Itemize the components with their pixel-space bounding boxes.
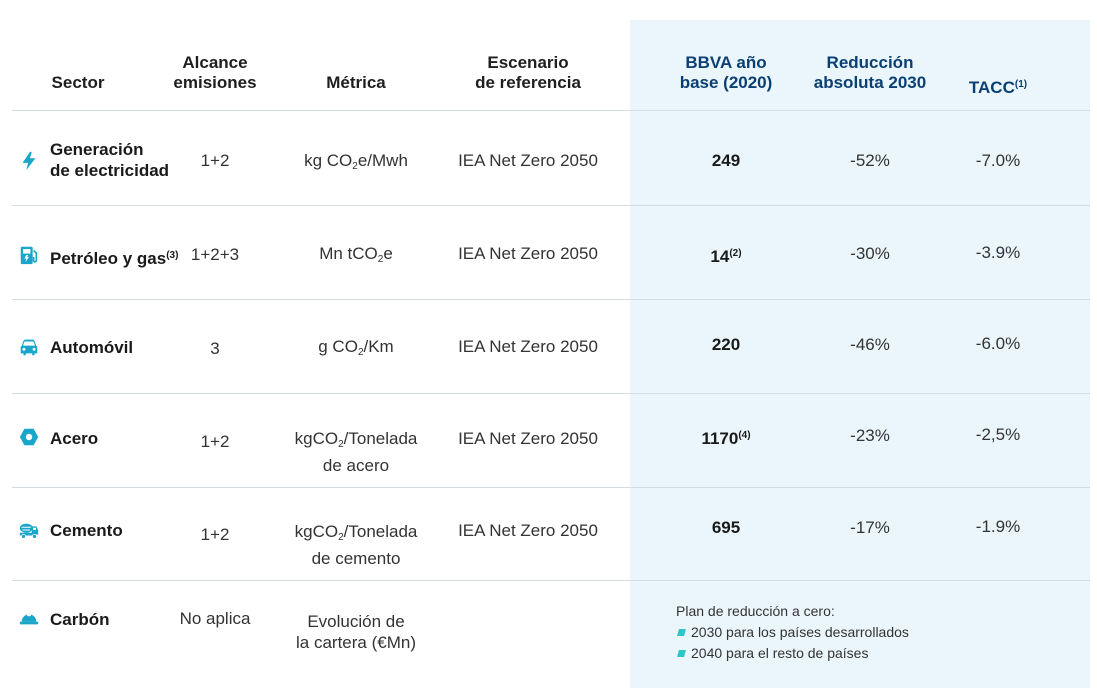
row-alcance: 1+2: [200, 525, 230, 544]
fuel-pump-icon: [18, 244, 40, 266]
plan-item: 2040 para el resto de países: [676, 643, 909, 664]
row-tacc: -2,5%: [975, 425, 1021, 444]
plan-title: Plan de reducción a cero:: [676, 603, 835, 619]
row-base-value: 1170(4): [701, 429, 751, 448]
row-sector: Carbón: [50, 610, 110, 629]
row-metrica: Mn tCO2e: [319, 244, 393, 265]
row-divider: [12, 205, 1090, 206]
row-sector: Generación de electricidad: [50, 140, 170, 180]
header-escenario: Escenario de referencia: [475, 53, 581, 92]
row-alcance: 1+2: [200, 432, 230, 451]
row-base-value: 695: [711, 518, 741, 537]
row-sector: Acero: [50, 429, 99, 448]
base-year-highlight-panel: [630, 20, 1090, 688]
header-alcance: Alcance emisiones: [173, 53, 257, 92]
row-sector: Automóvil: [50, 338, 134, 357]
row-metrica: kg CO2e/Mwh: [304, 151, 408, 172]
lightning-icon: [18, 150, 40, 172]
row-reduccion: -30%: [850, 244, 890, 263]
row-sector: Petróleo y gas(3): [50, 249, 179, 268]
row-escenario: IEA Net Zero 2050: [458, 151, 598, 170]
row-alcance: 1+2+3: [190, 245, 240, 264]
row-reduccion: -17%: [850, 518, 890, 537]
bullet-icon: [677, 629, 686, 636]
header-reduccion: Reducción absoluta 2030: [813, 53, 927, 92]
row-escenario: IEA Net Zero 2050: [458, 337, 598, 356]
car-icon: [18, 336, 40, 358]
row-base-value: 220: [711, 335, 741, 354]
row-divider: [12, 393, 1090, 394]
row-escenario: IEA Net Zero 2050: [458, 429, 598, 448]
row-base-value: 14(2): [710, 247, 742, 266]
steel-hexagon-icon: [18, 426, 40, 448]
row-tacc: -1.9%: [975, 517, 1021, 536]
row-metrica: kgCO2/Tonelada de cemento: [294, 522, 418, 568]
row-metrica: kgCO2/Tonelada de acero: [294, 429, 418, 475]
cement-mixer-icon: [18, 519, 40, 541]
mining-helmet-icon: [18, 607, 40, 629]
row-divider: [12, 299, 1090, 300]
row-base-value: 249: [711, 151, 741, 170]
row-tacc: -6.0%: [975, 334, 1021, 353]
row-metrica: g CO2/Km: [318, 337, 394, 358]
header-base-year: BBVA año base (2020): [679, 53, 773, 92]
header-metrica: Métrica: [326, 73, 386, 92]
row-alcance: 3: [210, 339, 220, 358]
row-tacc: -3.9%: [975, 243, 1021, 262]
row-alcance: 1+2: [200, 151, 230, 170]
bullet-icon: [677, 650, 686, 657]
row-divider: [12, 580, 1090, 581]
row-reduccion: -52%: [850, 151, 890, 170]
header-sector: Sector: [51, 73, 105, 92]
zero-reduction-plan: Plan de reducción a cero: 2030 para los …: [676, 601, 909, 664]
row-escenario: IEA Net Zero 2050: [458, 244, 598, 263]
plan-item: 2030 para los países desarrollados: [676, 622, 909, 643]
row-reduccion: -23%: [850, 426, 890, 445]
row-escenario: IEA Net Zero 2050: [458, 521, 598, 540]
row-alcance: No aplica: [179, 609, 251, 628]
header-tacc: TACC(1): [968, 78, 1028, 97]
row-divider: [12, 487, 1090, 488]
row-metrica: Evolución de la cartera (€Mn): [296, 612, 416, 652]
row-sector: Cemento: [50, 521, 123, 540]
row-reduccion: -46%: [850, 335, 890, 354]
row-tacc: -7.0%: [975, 151, 1021, 170]
header-divider: [12, 110, 1090, 111]
